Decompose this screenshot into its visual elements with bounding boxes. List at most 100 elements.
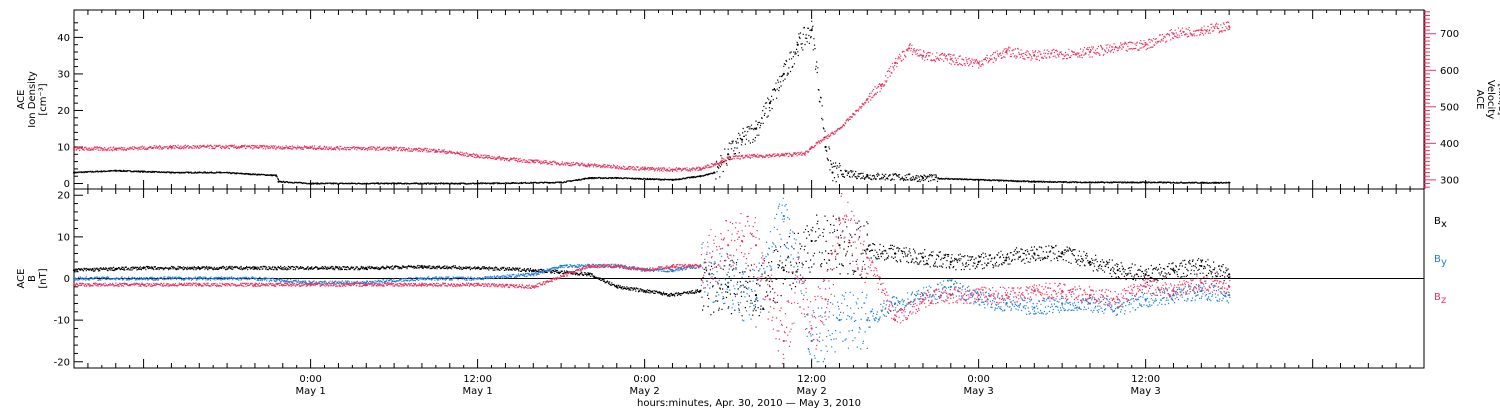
y-axis-title-velocity: [km/s] xyxy=(1496,84,1500,116)
bx-series xyxy=(72,214,1231,317)
by-series-point xyxy=(838,319,841,322)
y-axis-title-b: ACE xyxy=(16,269,27,289)
density-series-point xyxy=(768,102,771,105)
bz-series-point xyxy=(768,298,771,301)
density-series xyxy=(72,20,1231,185)
bz-series-point xyxy=(727,244,730,247)
y-tick-label-density: 40 xyxy=(57,33,70,44)
bz-series-point xyxy=(782,339,785,343)
y-tick-label-b: 10 xyxy=(57,232,70,243)
bx-series-point xyxy=(838,244,841,247)
x-tick-label-date: May 1 xyxy=(295,386,325,397)
y-axis-title-density: Ion Density xyxy=(27,71,38,128)
bx-series-point xyxy=(754,294,758,297)
x-tick-label-date: May 2 xyxy=(630,386,660,397)
top-panel-frame xyxy=(73,9,1425,190)
by-series-point xyxy=(1061,302,1064,305)
x-tick-label-time: 12:00 xyxy=(797,374,826,385)
y-axis-title-b: B xyxy=(27,275,38,282)
legend-label-main: B xyxy=(1434,254,1441,265)
y-tick-label-density: 0 xyxy=(64,179,70,190)
y-axis-title-velocity: ACE xyxy=(1474,90,1485,110)
y-tick-label-b: -10 xyxy=(54,316,70,327)
bz-series-dots xyxy=(74,193,1231,365)
legend-label-sub: z xyxy=(1441,295,1446,306)
y-tick-label-density: 10 xyxy=(57,142,70,153)
velocity-series-dots xyxy=(74,21,1231,172)
y-tick-label-density: 30 xyxy=(57,69,70,80)
y-axis-title-density: ACE xyxy=(16,90,27,110)
y-tick-label-velocity: 700 xyxy=(1440,29,1459,40)
y-tick-label-b: 0 xyxy=(64,274,70,285)
x-tick-label-time: 12:00 xyxy=(1131,374,1160,385)
x-tick-label-date: May 1 xyxy=(462,386,492,397)
bz-series-point xyxy=(977,294,980,297)
y-tick-label-b: 20 xyxy=(57,191,70,202)
y-tick-label-density: 20 xyxy=(57,106,70,117)
y-axis-title-velocity: Velocity xyxy=(1485,80,1496,119)
legend-label-main: B xyxy=(1434,292,1441,303)
y-tick-label-velocity: 600 xyxy=(1440,66,1459,77)
velocity-series xyxy=(72,21,1231,172)
x-tick-label-date: May 3 xyxy=(964,386,994,397)
legend-label-main: B xyxy=(1434,216,1441,227)
bx-series-point xyxy=(1116,269,1119,272)
by-series-point xyxy=(866,319,869,322)
density-series-point xyxy=(810,28,813,32)
y-tick-label-b: -20 xyxy=(54,357,70,368)
bx-series-point xyxy=(810,239,813,243)
x-tick-label-time: 12:00 xyxy=(463,374,492,385)
velocity-series-point xyxy=(949,58,952,61)
density-series-point xyxy=(782,72,785,76)
density-series-point xyxy=(831,171,834,174)
density-series-dots xyxy=(74,20,1231,185)
bz-series-point xyxy=(1116,298,1119,301)
bz-series-point xyxy=(754,244,758,247)
by-series-point xyxy=(782,214,785,218)
x-tick-label-time: 0:00 xyxy=(633,374,655,385)
bx-series-point xyxy=(727,285,730,288)
bx-series-point xyxy=(866,248,869,251)
by-series-point xyxy=(1033,306,1036,309)
by-series xyxy=(72,197,1231,363)
x-tick-label-time: 0:00 xyxy=(967,374,989,385)
legend-label-sub: y xyxy=(1441,257,1447,268)
bx-series-point xyxy=(1005,256,1008,259)
bx-series-point xyxy=(1228,273,1231,276)
velocity-series-point xyxy=(1144,43,1147,46)
y-tick-label-velocity: 300 xyxy=(1440,175,1459,186)
y-tick-label-velocity: 400 xyxy=(1440,139,1459,150)
bz-series-point xyxy=(824,298,827,301)
x-tick-label-date: May 3 xyxy=(1131,386,1161,397)
bz-series xyxy=(72,193,1231,365)
bz-series-point xyxy=(1061,289,1064,293)
bx-series-point xyxy=(949,260,952,263)
bx-series-dots xyxy=(74,214,1231,317)
x-tick-label-date: May 2 xyxy=(797,386,827,397)
x-axis-title: hours:minutes, Apr. 30, 2010 — May 3, 20… xyxy=(637,398,861,409)
x-tick-label-time: 0:00 xyxy=(299,374,321,385)
bx-series-point xyxy=(1200,264,1203,268)
velocity-series-point xyxy=(1088,50,1092,54)
bz-series-point xyxy=(1172,289,1175,293)
by-series-point xyxy=(949,285,952,288)
bx-series-point xyxy=(1033,252,1036,255)
velocity-series-point xyxy=(1228,25,1231,28)
y-axis-title-density: [cm⁻³] xyxy=(38,83,49,115)
y-axis-title-b: [nT] xyxy=(38,268,49,288)
density-series-point xyxy=(727,153,730,156)
y-tick-label-velocity: 500 xyxy=(1440,102,1459,113)
bz-series-point xyxy=(838,219,841,222)
bz-series-point xyxy=(1033,289,1036,293)
bz-series-point xyxy=(796,277,799,280)
bx-series-point xyxy=(782,269,785,272)
bx-series-point xyxy=(977,260,980,263)
by-series-dots xyxy=(74,197,1231,363)
legend-label-sub: x xyxy=(1441,219,1447,230)
density-series-point xyxy=(796,43,799,46)
bz-series-point xyxy=(866,256,869,259)
